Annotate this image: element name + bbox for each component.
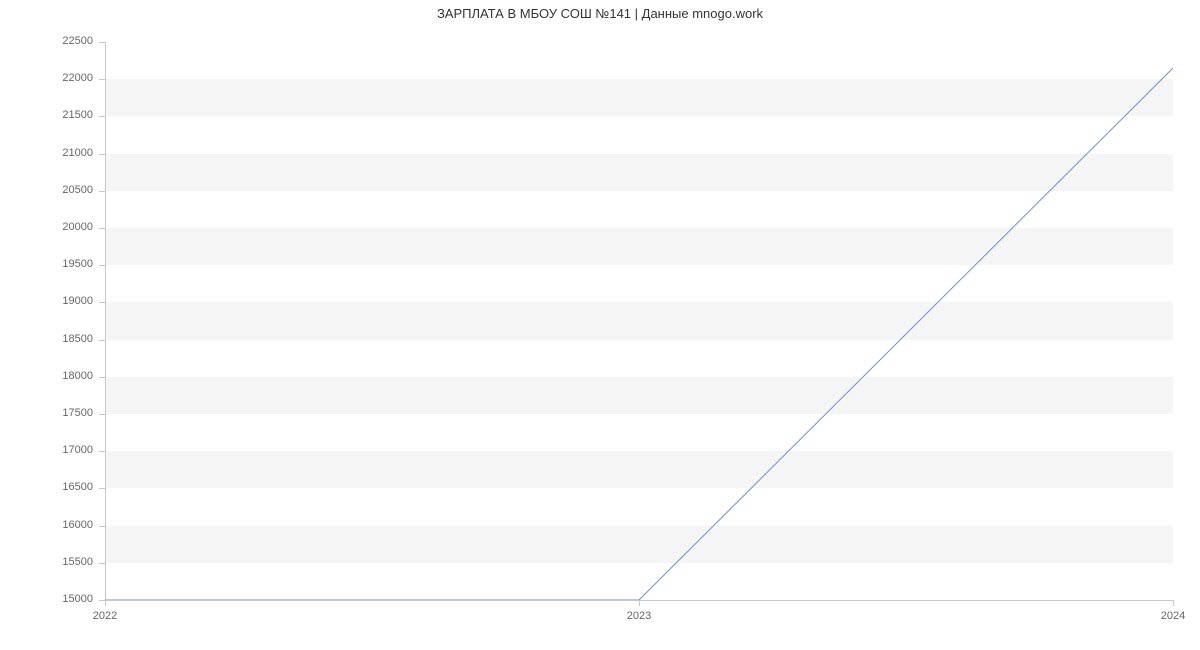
y-tick-label: 16000 [33, 519, 93, 531]
y-tick-label: 15500 [33, 556, 93, 568]
x-tick-label: 2023 [627, 610, 651, 622]
y-tick-label: 17000 [33, 444, 93, 456]
x-tick-label: 2022 [93, 610, 117, 622]
y-tick-label: 17500 [33, 407, 93, 419]
x-tick [105, 600, 106, 606]
y-tick-label: 21000 [33, 147, 93, 159]
y-tick-label: 19000 [33, 295, 93, 307]
y-tick-label: 20000 [33, 221, 93, 233]
x-tick [1173, 600, 1174, 606]
y-tick-label: 21500 [33, 109, 93, 121]
y-tick-label: 19500 [33, 258, 93, 270]
y-tick-label: 22500 [33, 35, 93, 47]
y-tick-label: 22000 [33, 72, 93, 84]
y-tick-label: 18000 [33, 370, 93, 382]
y-tick-label: 18500 [33, 333, 93, 345]
y-tick-label: 20500 [33, 184, 93, 196]
y-tick-label: 16500 [33, 481, 93, 493]
plot-area: 1500015500160001650017000175001800018500… [105, 42, 1173, 600]
y-tick-label: 15000 [33, 593, 93, 605]
x-tick [639, 600, 640, 606]
series-line [105, 68, 1173, 600]
series-layer [105, 42, 1173, 600]
x-tick-label: 2024 [1161, 610, 1185, 622]
chart-title: ЗАРПЛАТА В МБОУ СОШ №141 | Данные mnogo.… [0, 6, 1200, 21]
